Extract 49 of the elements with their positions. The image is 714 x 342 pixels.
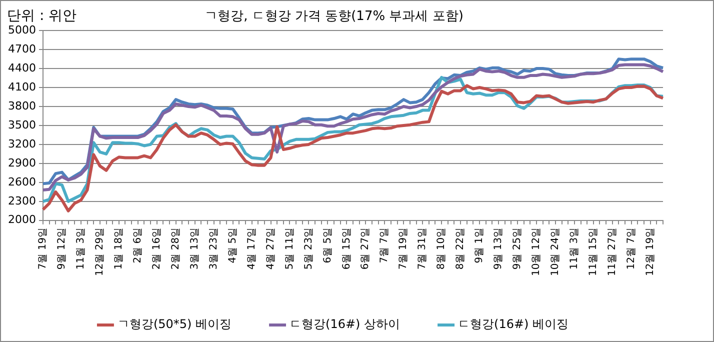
x-tick-label: 11월 3일 — [76, 227, 87, 270]
x-tick-label: 6월 5일 — [322, 227, 334, 264]
x-tick-label: 10월 24일 — [550, 227, 562, 276]
y-tick-label: 3800 — [8, 99, 36, 112]
y-tick-label: 5000 — [8, 23, 36, 36]
x-tick-label: 12월 7일 — [626, 227, 637, 270]
x-tick-label: 4월 5일 — [227, 227, 238, 264]
y-tick-label: 4400 — [8, 61, 36, 74]
y-tick-label: 4700 — [8, 42, 36, 56]
x-tick-label: 11월 27일 — [606, 227, 618, 276]
x-tick-label: 9월 12일 — [56, 227, 68, 270]
legend-label: ㄷ형강(16#) 베이징 — [458, 317, 569, 332]
legend-label: ㄱ형강(50*5) 베이징 — [117, 317, 232, 332]
x-tick-label: 8월 10일 — [436, 227, 448, 270]
x-tick-label: 2월 16일 — [151, 227, 162, 270]
y-tick-label: 4100 — [8, 80, 36, 94]
x-tick-label: 7월 19일 — [38, 227, 49, 270]
y-tick-label: 2900 — [8, 156, 36, 170]
x-tick-label: 3월 13일 — [189, 227, 200, 270]
x-tick-label: 12월 19일 — [644, 227, 656, 276]
x-tick-label: 5월 11일 — [284, 227, 296, 270]
y-tick-label: 3200 — [8, 137, 36, 150]
x-tick-label: 10월 12일 — [531, 227, 542, 276]
text: 단위 : 위안 — [7, 7, 77, 25]
chart-title: ㄱ형강, ㄷ형강 가격 동향(17% 부과세 포함) — [204, 9, 464, 24]
x-tick-label: 8월 22일 — [455, 227, 466, 270]
x-tick-label: 11월 3일 — [569, 227, 580, 270]
x-tick-label: 2월 28일 — [170, 227, 182, 270]
x-tick-label: 7월 7일 — [379, 227, 390, 264]
x-tick-label: 9월 13일 — [493, 227, 504, 270]
y-tick-label: 2000 — [8, 213, 36, 226]
x-tick-label: 5월 23일 — [303, 227, 314, 270]
x-tick-label: 4월 17일 — [246, 227, 258, 270]
y-tick-label: 2300 — [8, 194, 36, 208]
y-tick-label: 3500 — [8, 118, 36, 132]
y-tick-label: 2600 — [8, 175, 36, 188]
x-tick-label: 9월 25일 — [512, 227, 524, 270]
x-tick-label: 1월 18일 — [114, 227, 125, 270]
x-tick-label: 4월 27일 — [265, 227, 276, 270]
x-tick-label: 7월 31일 — [417, 227, 428, 270]
x-tick-label: 11월 15일 — [588, 227, 599, 276]
x-tick-label: 6월 15일 — [341, 227, 352, 270]
x-tick-label: 6월 27일 — [360, 227, 372, 270]
x-tick-label: 9월 1일 — [474, 227, 486, 264]
x-tick-label: 12월 29일 — [94, 227, 106, 276]
x-tick-label: 2월 6일 — [132, 227, 144, 264]
x-tick-label: 3월 23일 — [208, 227, 220, 270]
x-tick-label: 7월 19일 — [398, 227, 410, 270]
legend-label: ㄷ형강(16#) 상하이 — [290, 317, 400, 332]
